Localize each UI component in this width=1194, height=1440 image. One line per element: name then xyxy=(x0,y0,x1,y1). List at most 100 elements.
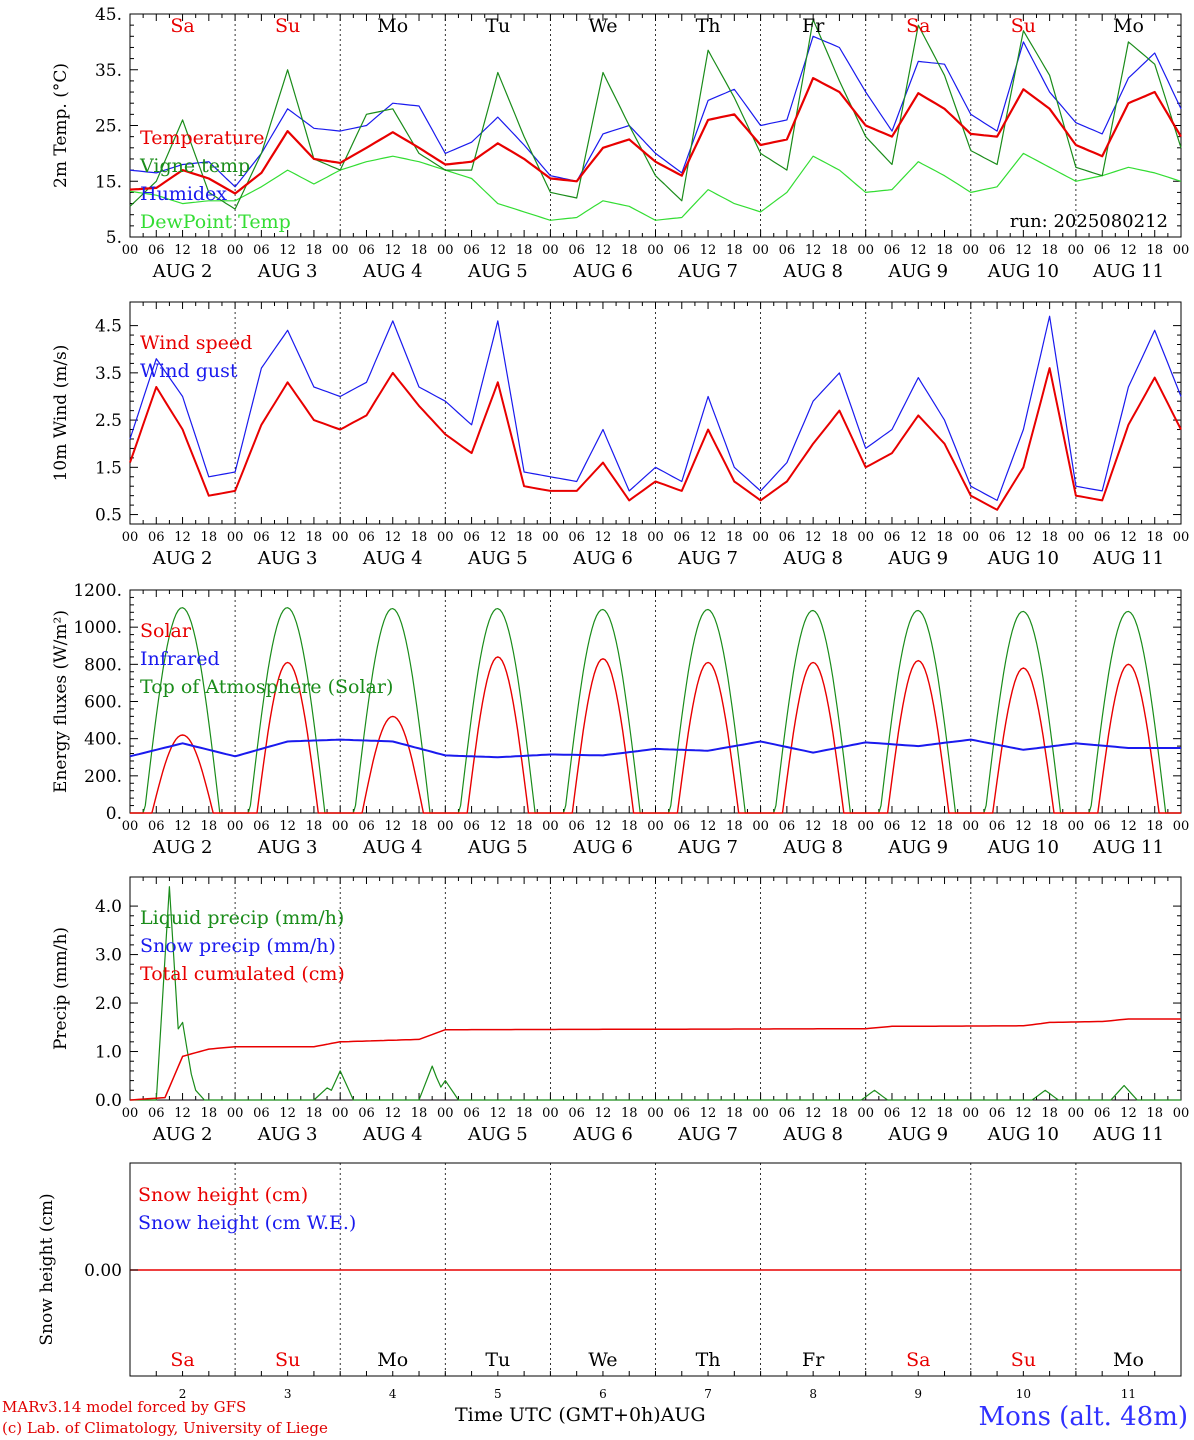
y-tick-label: 1.5 xyxy=(95,458,122,478)
hour-tick-label: 12 xyxy=(1015,819,1032,834)
hour-tick-label: 18 xyxy=(621,243,638,258)
date-label: AUG 10 xyxy=(987,1124,1059,1145)
hour-tick-label: 18 xyxy=(726,1106,743,1121)
hour-tick-label: 12 xyxy=(595,819,612,834)
weekday-label: Mo xyxy=(1113,1349,1144,1371)
y-axis-label: Energy fluxes (W/m²) xyxy=(51,610,71,793)
hour-tick-label: 12 xyxy=(1015,530,1032,545)
y-tick-label: 1000. xyxy=(73,618,122,638)
series-line-wind-gust xyxy=(129,315,1182,501)
hour-tick-label: 00 xyxy=(1173,819,1190,834)
date-label: AUG 11 xyxy=(1092,837,1164,858)
hour-tick-label: 18 xyxy=(936,530,953,545)
weekday-label: Sa xyxy=(906,15,930,37)
hour-tick-label: 12 xyxy=(490,530,507,545)
hour-tick-label: 18 xyxy=(201,819,218,834)
day-number-label: 3 xyxy=(284,1387,292,1400)
hour-tick-label: 06 xyxy=(463,1106,480,1121)
hour-tick-label: 18 xyxy=(306,243,323,258)
hour-tick-label: 00 xyxy=(752,530,769,545)
hour-tick-label: 12 xyxy=(910,1106,927,1121)
hour-tick-label: 12 xyxy=(1015,243,1032,258)
hour-tick-label: 12 xyxy=(174,243,191,258)
hour-tick-label: 06 xyxy=(779,243,796,258)
hour-tick-label: 12 xyxy=(384,530,401,545)
hour-tick-label: 00 xyxy=(752,243,769,258)
legend-entry: Wind speed xyxy=(140,332,252,354)
hour-tick-label: 18 xyxy=(411,243,428,258)
hour-tick-label: 12 xyxy=(805,1106,822,1121)
y-tick-label: 0.5 xyxy=(95,506,122,526)
hour-tick-label: 18 xyxy=(306,819,323,834)
y-tick-label: 0. xyxy=(106,804,122,824)
hour-tick-label: 12 xyxy=(279,1106,296,1121)
hour-tick-label: 00 xyxy=(437,819,454,834)
hour-tick-label: 12 xyxy=(1015,1106,1032,1121)
date-label: AUG 3 xyxy=(257,1124,318,1145)
legend-entry: Snow precip (mm/h) xyxy=(140,935,336,957)
hour-tick-label: 12 xyxy=(490,819,507,834)
hour-tick-label: 06 xyxy=(358,1106,375,1121)
date-label: AUG 8 xyxy=(782,548,843,569)
hour-tick-label: 18 xyxy=(1041,1106,1058,1121)
hour-tick-label: 06 xyxy=(358,819,375,834)
y-tick-label: 45. xyxy=(95,5,122,25)
hour-tick-label: 00 xyxy=(647,819,664,834)
hour-tick-label: 18 xyxy=(411,819,428,834)
date-label: AUG 11 xyxy=(1092,548,1164,569)
date-label: AUG 10 xyxy=(987,261,1059,282)
hour-tick-label: 18 xyxy=(1146,243,1163,258)
hour-tick-label: 06 xyxy=(568,243,585,258)
hour-tick-label: 12 xyxy=(174,530,191,545)
weekday-label: Tu xyxy=(485,1349,510,1371)
date-label: AUG 9 xyxy=(887,548,948,569)
hour-tick-label: 06 xyxy=(253,819,270,834)
hour-tick-label: 00 xyxy=(437,530,454,545)
hour-tick-label: 18 xyxy=(726,243,743,258)
date-label: AUG 7 xyxy=(677,1124,738,1145)
run-annotation: run: 2025080212 xyxy=(1010,211,1168,232)
day-number-label: 10 xyxy=(1016,1387,1031,1400)
hour-tick-label: 06 xyxy=(148,243,165,258)
hour-tick-label: 12 xyxy=(384,243,401,258)
day-number-label: 7 xyxy=(704,1387,712,1400)
hour-tick-label: 18 xyxy=(1041,819,1058,834)
hour-tick-label: 06 xyxy=(674,530,691,545)
date-label: AUG 2 xyxy=(152,548,213,569)
hour-tick-label: 18 xyxy=(1146,819,1163,834)
legend-entry: DewPoint Temp xyxy=(140,211,291,233)
hour-tick-label: 06 xyxy=(779,530,796,545)
hour-tick-label: 18 xyxy=(936,819,953,834)
hour-tick-label: 00 xyxy=(332,243,349,258)
model-credit: MARv3.14 model forced by GFS xyxy=(2,1398,247,1416)
hour-tick-label: 00 xyxy=(227,1106,244,1121)
hour-tick-label: 00 xyxy=(227,530,244,545)
date-label: AUG 8 xyxy=(782,837,843,858)
hour-tick-label: 06 xyxy=(779,1106,796,1121)
hour-tick-label: 00 xyxy=(647,243,664,258)
hour-tick-label: 00 xyxy=(857,243,874,258)
legend-entry: Wind gust xyxy=(140,360,238,382)
hour-tick-label: 00 xyxy=(332,1106,349,1121)
day-number-label: 2 xyxy=(179,1387,187,1400)
y-tick-label: 600. xyxy=(84,693,122,713)
weekday-label: Sa xyxy=(170,1349,194,1371)
hour-tick-label: 06 xyxy=(148,819,165,834)
weekday-label: Mo xyxy=(377,15,408,37)
y-axis-label: 10m Wind (m/s) xyxy=(51,345,71,482)
weekday-label: Sa xyxy=(170,15,194,37)
weekday-label: Fr xyxy=(802,15,825,37)
date-label: AUG 6 xyxy=(572,837,633,858)
hour-tick-label: 00 xyxy=(752,1106,769,1121)
hour-tick-label: 06 xyxy=(884,243,901,258)
date-label: AUG 7 xyxy=(677,261,738,282)
date-label: AUG 8 xyxy=(782,1124,843,1145)
hour-tick-label: 18 xyxy=(621,819,638,834)
hour-tick-label: 06 xyxy=(358,530,375,545)
hour-tick-label: 18 xyxy=(306,1106,323,1121)
date-label: AUG 5 xyxy=(467,261,528,282)
hour-tick-label: 12 xyxy=(279,243,296,258)
hour-tick-label: 18 xyxy=(726,530,743,545)
hour-tick-label: 00 xyxy=(542,530,559,545)
hour-tick-label: 00 xyxy=(963,243,980,258)
